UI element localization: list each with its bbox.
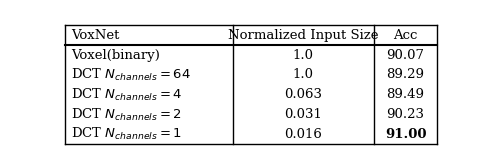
Text: 91.00: 91.00	[385, 128, 426, 141]
Text: Normalized Input Size: Normalized Input Size	[228, 29, 378, 42]
Text: 1.0: 1.0	[293, 49, 314, 62]
Text: DCT $N_{channels} = 4$: DCT $N_{channels} = 4$	[71, 87, 182, 103]
Text: 0.031: 0.031	[284, 108, 322, 121]
Text: DCT $N_{channels} = 1$: DCT $N_{channels} = 1$	[71, 126, 182, 142]
Text: Voxel(binary): Voxel(binary)	[71, 49, 160, 62]
Text: 0.016: 0.016	[284, 128, 322, 141]
Text: 0.063: 0.063	[284, 88, 322, 101]
Text: 90.23: 90.23	[387, 108, 424, 121]
Text: 89.49: 89.49	[387, 88, 424, 101]
Text: 1.0: 1.0	[293, 68, 314, 81]
Text: VoxNet: VoxNet	[71, 29, 119, 42]
Text: DCT $N_{channels} = 2$: DCT $N_{channels} = 2$	[71, 107, 182, 123]
Text: Acc: Acc	[393, 29, 418, 42]
Text: 90.07: 90.07	[387, 49, 424, 62]
Text: DCT $N_{channels} = 64$: DCT $N_{channels} = 64$	[71, 67, 191, 83]
Text: 89.29: 89.29	[387, 68, 424, 81]
